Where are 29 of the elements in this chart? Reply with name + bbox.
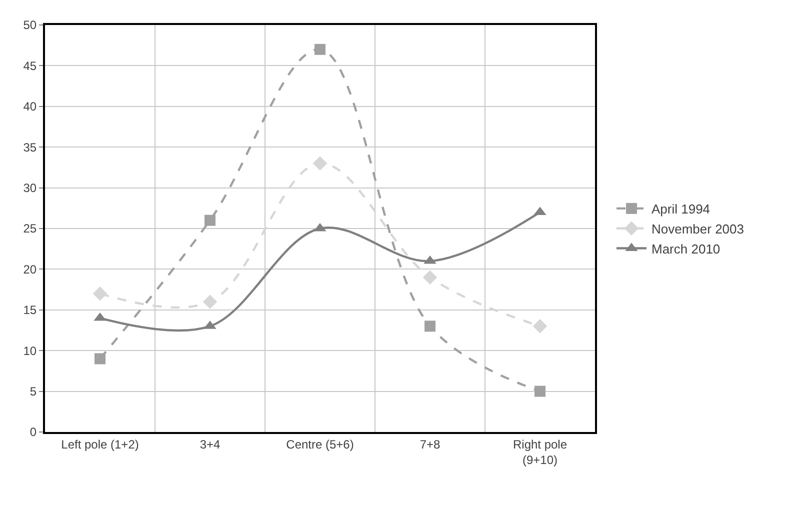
point: [204, 214, 216, 226]
point: [92, 286, 108, 301]
y-tick-label: 20: [23, 262, 37, 276]
legend-label: March 2010: [652, 241, 720, 256]
point: [94, 353, 106, 364]
point: [314, 44, 326, 55]
y-tick-label: 30: [23, 181, 37, 195]
x-tick-label: 7+8: [420, 437, 440, 452]
point: [312, 156, 328, 171]
point: [202, 294, 218, 309]
y-tick-label: 10: [23, 344, 37, 358]
y-tick-label: 35: [23, 140, 37, 154]
y-tick-label: 15: [23, 303, 37, 318]
legend-label: November 2003: [652, 221, 744, 236]
y-tick-label: 45: [23, 58, 37, 73]
x-tick-label: 3+4: [200, 437, 220, 452]
x-tick-label: Right pole (9+10): [512, 437, 568, 467]
y-tick-label: 0: [30, 425, 37, 440]
point: [534, 386, 546, 397]
y-tick-label: 40: [23, 100, 37, 114]
x-tick-label: Left pole (1+2): [61, 437, 139, 452]
point: [532, 319, 548, 334]
point: [422, 270, 438, 284]
y-tick-label: 50: [23, 18, 37, 32]
y-tick-label: 5: [30, 384, 37, 398]
x-tick-label: Centre (5+6): [286, 437, 354, 452]
y-tick-label: 25: [23, 222, 37, 236]
point: [424, 320, 436, 332]
legend-label: April 1994: [652, 202, 710, 217]
